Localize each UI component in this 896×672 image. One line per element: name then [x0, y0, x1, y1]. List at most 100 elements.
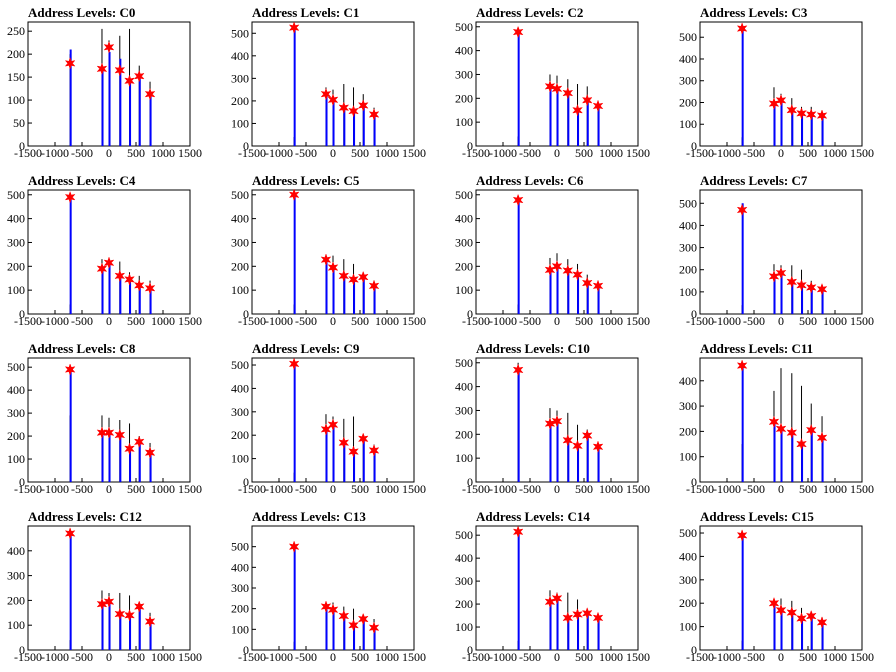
- y-tick-label: 200: [455, 259, 473, 273]
- y-tick-label: 300: [455, 235, 473, 249]
- x-tick-label: 500: [799, 314, 817, 328]
- x-tick-label: 500: [575, 650, 593, 664]
- x-tick-label: 1000: [599, 650, 623, 664]
- y-tick-label: 300: [679, 399, 697, 413]
- y-tick-label: 400: [231, 212, 249, 226]
- chart-panel: Address Levels: C10 0 100 200 300 400 500 -1500…: [448, 336, 672, 504]
- y-tick-label: 500: [455, 20, 473, 34]
- y-tick-label: 500: [231, 26, 249, 40]
- x-tick-label: 500: [799, 482, 817, 496]
- peak-marker: [583, 95, 593, 106]
- chart-panel: Address Levels: C12 0 100 200 300 400 -1500 -10…: [0, 504, 224, 672]
- chart-panel: Address Levels: C9 0 100 200 300 400 500 -1500-…: [224, 336, 448, 504]
- chart-svg: 0 100 200 300 400 500 -1500 -1000 -500 0 500 1000 15…: [224, 168, 448, 336]
- y-tick-label: 300: [455, 574, 473, 588]
- y-tick-label: 100: [679, 620, 697, 634]
- y-tick-label: 100: [7, 283, 25, 297]
- peak-marker: [787, 427, 797, 438]
- x-tick-label: -1500: [462, 650, 490, 664]
- peak-marker: [125, 75, 135, 86]
- chart-panel: Address Levels: C5 0 100 200 300 400 500 -1500-…: [224, 168, 448, 336]
- peak-marker: [769, 416, 779, 427]
- x-tick-label: 1500: [402, 482, 426, 496]
- y-tick-label: 100: [231, 116, 249, 130]
- peak-marker: [573, 105, 583, 116]
- y-tick-label: 100: [7, 618, 25, 632]
- y-tick-label: 300: [679, 241, 697, 255]
- y-tick-label: 300: [231, 405, 249, 419]
- x-tick-label: 0: [778, 482, 784, 496]
- peak-marker: [339, 270, 349, 281]
- peak-marker: [573, 609, 583, 620]
- peak-marker: [573, 440, 583, 451]
- peak-marker: [339, 610, 349, 621]
- peak-marker: [776, 95, 786, 106]
- peak-marker: [545, 596, 555, 607]
- chart-panel: Address Levels: C8 0 100 200 300 400 500 -1500-…: [0, 336, 224, 504]
- x-tick-label: 1500: [402, 650, 426, 664]
- peak-marker: [289, 189, 299, 200]
- peak-marker: [807, 425, 817, 436]
- peak-marker: [289, 22, 299, 33]
- x-tick-label: -1000: [713, 650, 741, 664]
- peak-marker: [125, 610, 135, 621]
- chart-svg: 0 100 200 300 400 500 -1500 -1000 -500 0 500 1000 15…: [224, 336, 448, 504]
- peak-marker: [563, 435, 573, 446]
- x-tick-label: 500: [799, 650, 817, 664]
- chart-svg: 0 100 200 300 400 500 -1500 -1000 -500 0 500 1000 15…: [448, 504, 672, 672]
- peak-marker: [563, 88, 573, 99]
- chart-panel: Address Levels: C4 0 100 200 300 400 500 -1500-…: [0, 168, 224, 336]
- peak-marker: [513, 364, 523, 375]
- y-tick-label: 400: [231, 560, 249, 574]
- y-tick-label: 400: [7, 544, 25, 558]
- chart-panel: Address Levels: C15 0 100 200 300 400 500 -1500…: [672, 504, 896, 672]
- peak-marker: [369, 109, 379, 120]
- peak-marker: [513, 27, 523, 38]
- x-tick-label: 0: [330, 146, 336, 160]
- peak-marker: [369, 445, 379, 456]
- peak-marker: [321, 424, 331, 435]
- y-tick-label: 400: [679, 52, 697, 66]
- x-tick-label: 1000: [151, 482, 175, 496]
- x-tick-label: 1500: [850, 482, 874, 496]
- x-tick-label: -500: [743, 146, 765, 160]
- chart-panel: Address Levels: C11 0 100 200 300 400 -1500 -10…: [672, 336, 896, 504]
- peak-marker: [573, 269, 583, 280]
- peak-marker: [769, 598, 779, 609]
- y-tick-label: 250: [7, 24, 25, 38]
- peak-marker: [776, 605, 786, 616]
- x-tick-label: -1500: [14, 146, 42, 160]
- x-tick-label: -1000: [489, 146, 517, 160]
- y-tick-label: 400: [455, 212, 473, 226]
- x-tick-label: 0: [778, 314, 784, 328]
- y-tick-label: 400: [455, 551, 473, 565]
- y-tick-label: 200: [679, 424, 697, 438]
- y-tick-label: 500: [455, 528, 473, 542]
- peak-marker: [115, 609, 125, 620]
- y-tick-label: 100: [231, 452, 249, 466]
- y-tick-label: 400: [231, 49, 249, 63]
- y-tick-label: 300: [455, 67, 473, 81]
- peak-marker: [321, 254, 331, 265]
- chart-panel: Address Levels: C3 0 100 200 300 400 500 -1500-…: [672, 0, 896, 168]
- peak-marker: [776, 268, 786, 279]
- x-tick-label: 500: [351, 650, 369, 664]
- x-tick-label: 0: [554, 482, 560, 496]
- chart-svg: 0 100 200 300 400 500 -1500 -1000 -500 0 500 1000 15…: [672, 0, 896, 168]
- peak-marker: [797, 108, 807, 119]
- x-tick-label: -1500: [686, 146, 714, 160]
- y-tick-label: 50: [13, 116, 25, 130]
- y-tick-label: 300: [455, 403, 473, 417]
- x-tick-label: 1000: [599, 146, 623, 160]
- x-tick-label: -500: [743, 650, 765, 664]
- y-tick-label: 400: [455, 44, 473, 58]
- y-tick-label: 300: [679, 573, 697, 587]
- y-tick-label: 100: [679, 117, 697, 131]
- peak-marker: [328, 419, 338, 430]
- chart-svg: 0 100 200 300 400 500 -1500 -1000 -500 0 500 1000 15…: [448, 336, 672, 504]
- peak-marker: [737, 530, 747, 541]
- peak-marker: [545, 264, 555, 275]
- y-tick-label: 300: [679, 74, 697, 88]
- peak-marker: [115, 270, 125, 281]
- y-tick-label: 200: [455, 597, 473, 611]
